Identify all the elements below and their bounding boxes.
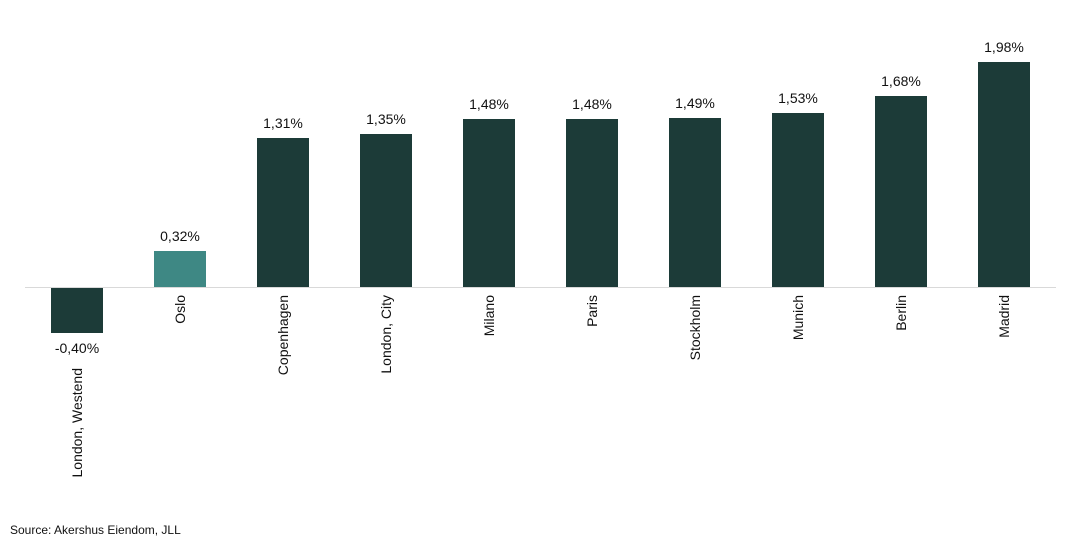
bar-value-label: 1,49%	[675, 95, 715, 111]
bar-london-westend	[51, 288, 103, 333]
bar-london-city	[360, 134, 412, 287]
category-label: Berlin	[893, 295, 909, 331]
bar-value-label: 1,68%	[881, 73, 921, 89]
source-caption: Source: Akershus Eiendom, JLL	[10, 523, 181, 537]
bar-milano	[463, 119, 515, 287]
bar-munich	[772, 113, 824, 287]
category-label: Milano	[481, 295, 497, 337]
category-label: Oslo	[172, 295, 188, 324]
bar-value-label: -0,40%	[54, 340, 100, 356]
bar-stockholm	[669, 118, 721, 287]
category-label: London, City	[378, 295, 394, 374]
bar-value-label: 1,35%	[366, 111, 406, 127]
category-label: Copenhagen	[275, 295, 291, 376]
bar-berlin	[875, 96, 927, 287]
bar-paris	[566, 119, 618, 287]
bar-value-label: 1,31%	[263, 115, 303, 131]
bar-madrid	[978, 62, 1030, 287]
category-label: Munich	[790, 295, 806, 341]
bar-oslo	[154, 251, 206, 287]
category-label: London, Westend	[69, 368, 85, 478]
category-label: Stockholm	[687, 295, 703, 361]
bar-value-label: 0,32%	[160, 228, 200, 244]
bar-value-label: 1,53%	[778, 90, 818, 106]
category-label: Madrid	[996, 295, 1012, 338]
x-axis-line	[25, 287, 1056, 288]
bar-value-label: 1,48%	[572, 96, 612, 112]
category-label: Paris	[584, 295, 600, 327]
bar-copenhagen	[257, 138, 309, 287]
bar-value-label: 1,98%	[984, 39, 1024, 55]
bar-value-label: 1,48%	[469, 96, 509, 112]
